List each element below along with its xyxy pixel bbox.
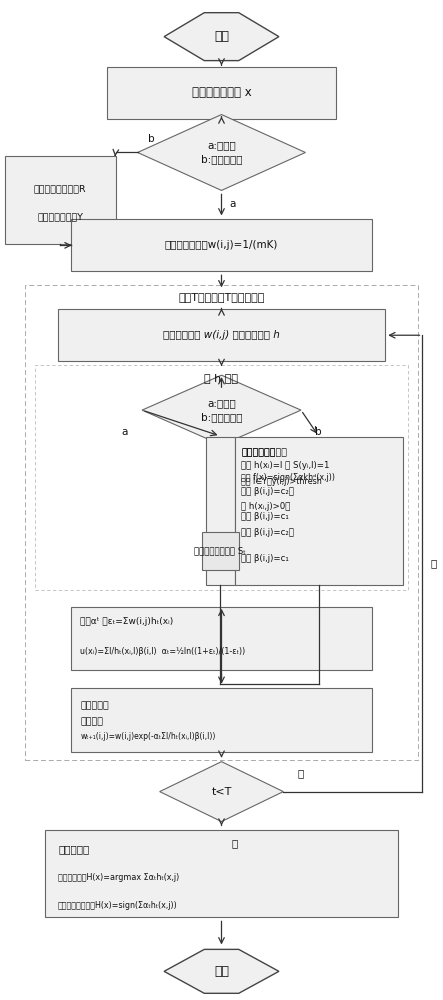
FancyBboxPatch shape — [202, 532, 239, 570]
Text: 获取训练样本集 x: 获取训练样本集 x — [192, 86, 251, 99]
Text: 计算标签相似矩阵 Sₜ: 计算标签相似矩阵 Sₜ — [194, 546, 246, 555]
Text: a:多分类
b:多标签分类: a:多分类 b:多标签分类 — [201, 140, 242, 164]
FancyBboxPatch shape — [58, 309, 385, 361]
FancyBboxPatch shape — [45, 830, 398, 917]
FancyBboxPatch shape — [71, 607, 372, 670]
Text: b: b — [148, 134, 154, 144]
Text: 否则 β(i,j)=c₁: 否则 β(i,j)=c₁ — [241, 554, 289, 563]
Text: 多标签分类输出：H(x)=sign(Σαₜhₜ(x,j)): 多标签分类输出：H(x)=sign(Σαₜhₜ(x,j)) — [58, 901, 178, 910]
Text: 如果 l∈Y，ỹ(i,j)>thresh: 如果 l∈Y，ỹ(i,j)>thresh — [241, 477, 322, 486]
Text: wₜ₊₁(i,j)=w(i,j)exp(-αₜΣl/hₜ(xᵢ,l)β(i,l)): wₜ₊₁(i,j)=w(i,j)exp(-αₜΣl/hₜ(xᵢ,l)β(i,l)… — [80, 732, 216, 741]
Polygon shape — [164, 13, 279, 61]
Text: 则令 β(i,j)=c₂，: 则令 β(i,j)=c₂， — [241, 487, 294, 496]
FancyBboxPatch shape — [5, 156, 116, 244]
Text: t<T: t<T — [211, 787, 232, 797]
Text: 结束: 结束 — [214, 965, 229, 978]
Text: 否: 否 — [232, 839, 238, 849]
FancyBboxPatch shape — [107, 67, 336, 119]
Text: 基于样本权重 w(i,j) 训练弱分类器 h: 基于样本权重 w(i,j) 训练弱分类器 h — [163, 330, 280, 340]
Text: a:多分类
b:多标签分类: a:多分类 b:多标签分类 — [201, 398, 242, 422]
Text: 和模糊标签矩阵Y: 和模糊标签矩阵Y — [37, 212, 83, 221]
Text: 如果 h(xᵢ)=l 且 S(yᵢ,l)=1: 如果 h(xᵢ)=l 且 S(yᵢ,l)=1 — [241, 461, 330, 470]
Text: 是: 是 — [298, 769, 304, 779]
FancyBboxPatch shape — [206, 437, 235, 585]
Text: 开始: 开始 — [214, 30, 229, 43]
Polygon shape — [164, 949, 279, 993]
Text: a: a — [121, 427, 128, 437]
Text: 获得 f(x)=sign(Σαkhᵈ(x,j)): 获得 f(x)=sign(Σαkhᵈ(x,j)) — [241, 473, 335, 482]
Polygon shape — [142, 375, 301, 445]
Text: 对 h 赋值: 对 h 赋值 — [205, 373, 238, 383]
Polygon shape — [159, 762, 284, 822]
FancyBboxPatch shape — [71, 219, 372, 271]
Text: 初始化样本权重w(i,j)=1/(mK): 初始化样本权重w(i,j)=1/(mK) — [165, 240, 278, 250]
Text: 迭代T次，训练T个弱分类器: 迭代T次，训练T个弱分类器 — [179, 292, 264, 302]
Text: 更新权重：: 更新权重： — [80, 701, 109, 710]
Text: 多分类输出：H(x)=argmax Σαₜhₜ(x,j): 多分类输出：H(x)=argmax Σαₜhₜ(x,j) — [58, 873, 179, 882]
Text: 多标签分类赋值：: 多标签分类赋值： — [241, 449, 288, 458]
FancyBboxPatch shape — [71, 688, 372, 752]
Text: a: a — [229, 199, 236, 209]
Text: 否则 β(i,j)=c₁: 否则 β(i,j)=c₁ — [241, 512, 289, 521]
Text: 组合分类器: 组合分类器 — [58, 845, 89, 855]
Text: 计算标签相关矩阵R: 计算标签相关矩阵R — [34, 184, 87, 193]
Text: 计算αᵗ ：εₜ=Σw(i,j)hₜ(xᵢ): 计算αᵗ ：εₜ=Σw(i,j)hₜ(xᵢ) — [80, 617, 173, 626]
Text: 是: 是 — [430, 558, 437, 568]
Text: 则令 β(i,j)=c₂，: 则令 β(i,j)=c₂， — [241, 528, 294, 537]
FancyBboxPatch shape — [235, 437, 403, 585]
Text: 多分类赋值：: 多分类赋值： — [241, 449, 276, 458]
Polygon shape — [138, 115, 305, 190]
Text: 并归一化: 并归一化 — [80, 717, 103, 726]
Text: b: b — [315, 427, 322, 437]
Text: 且 h(xᵢ,j)>0，: 且 h(xᵢ,j)>0， — [241, 502, 291, 511]
Text: u(xᵢ)=Σl/hₜ(xᵢ,l)β(i,l)  αₜ=½ln((1+εₜ)/(1-εₜ)): u(xᵢ)=Σl/hₜ(xᵢ,l)β(i,l) αₜ=½ln((1+εₜ)/(1… — [80, 647, 245, 656]
